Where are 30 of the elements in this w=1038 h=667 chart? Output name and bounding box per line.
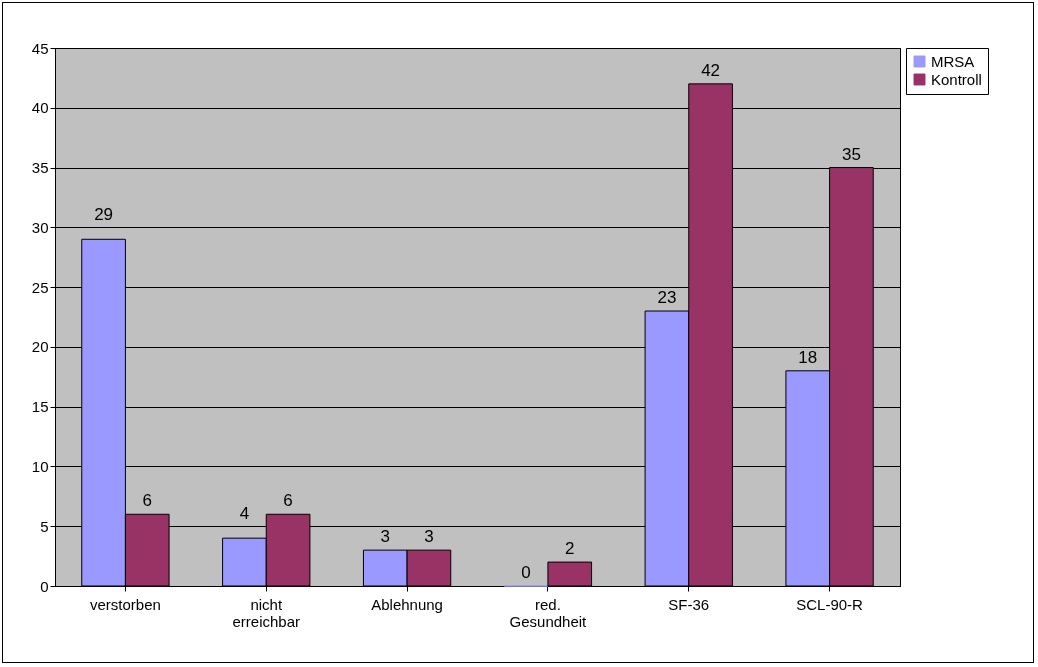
- data-label: 4: [239, 504, 250, 524]
- y-tick-label: 25: [31, 278, 49, 296]
- data-label: 18: [798, 347, 818, 367]
- data-label: 0: [521, 563, 531, 582]
- y-tick-label: 45: [31, 39, 49, 57]
- data-label: 3: [380, 527, 390, 547]
- x-tick-label: SCL-90-R: [796, 595, 864, 613]
- data-label: 35: [841, 144, 861, 164]
- data-label: 29: [94, 205, 114, 225]
- y-tick-label: 40: [31, 99, 49, 117]
- y-tick-label: 20: [31, 338, 49, 356]
- data-label: 42: [701, 60, 721, 80]
- data-label: 6: [142, 491, 152, 511]
- data-label: 23: [657, 288, 677, 308]
- data-label: 6: [283, 491, 293, 511]
- y-tick-label: 5: [40, 517, 49, 535]
- y-tick-label: 10: [31, 457, 49, 475]
- x-tick-label: SF-36: [668, 595, 710, 613]
- x-tick-label: nicht erreichbar: [232, 595, 301, 630]
- data-label: 3: [424, 527, 434, 547]
- y-tick-label: 0: [40, 577, 49, 595]
- y-tick-label: 30: [31, 218, 49, 236]
- x-tick-label: Ablehnung: [371, 595, 443, 613]
- legend-label: MRSA: [931, 52, 975, 70]
- y-tick-label: 35: [31, 159, 49, 177]
- y-tick-label: 15: [31, 398, 49, 416]
- x-tick-label: verstorben: [89, 595, 161, 613]
- legend-label: Kontroll: [931, 70, 982, 88]
- x-tick-label: red. Gesundheit: [509, 595, 588, 630]
- data-label: 2: [565, 539, 575, 559]
